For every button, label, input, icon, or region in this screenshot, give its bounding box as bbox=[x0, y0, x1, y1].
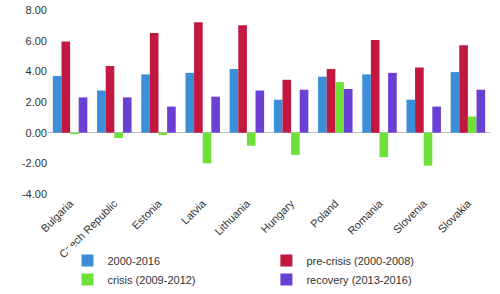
svg-text:recovery (2013-2016): recovery (2013-2016) bbox=[306, 274, 411, 286]
svg-text:pre-crisis (2000-2008): pre-crisis (2000-2008) bbox=[306, 255, 414, 267]
svg-text:-4.00: -4.00 bbox=[22, 188, 47, 200]
svg-text:Estonia: Estonia bbox=[129, 197, 164, 232]
svg-text:Slovakia: Slovakia bbox=[435, 197, 474, 236]
svg-text:-2.00: -2.00 bbox=[22, 157, 47, 169]
svg-text:crisis (2009-2012): crisis (2009-2012) bbox=[108, 274, 196, 286]
svg-text:2000-2016: 2000-2016 bbox=[108, 255, 161, 267]
svg-text:Romania: Romania bbox=[345, 197, 385, 237]
svg-text:4.00: 4.00 bbox=[26, 65, 47, 77]
svg-text:Latvia: Latvia bbox=[179, 197, 209, 227]
svg-text:2.00: 2.00 bbox=[26, 96, 47, 108]
svg-text:Lithuania: Lithuania bbox=[212, 197, 253, 238]
svg-text:Czech Republic: Czech Republic bbox=[56, 197, 120, 261]
svg-text:6.00: 6.00 bbox=[26, 35, 47, 47]
svg-text:8.00: 8.00 bbox=[26, 4, 47, 16]
svg-text:Bulgaria: Bulgaria bbox=[38, 197, 76, 235]
svg-text:Slovenia: Slovenia bbox=[391, 197, 430, 236]
svg-text:Poland: Poland bbox=[308, 197, 341, 230]
svg-text:0.00: 0.00 bbox=[26, 127, 47, 139]
svg-text:Hungary: Hungary bbox=[259, 197, 297, 235]
